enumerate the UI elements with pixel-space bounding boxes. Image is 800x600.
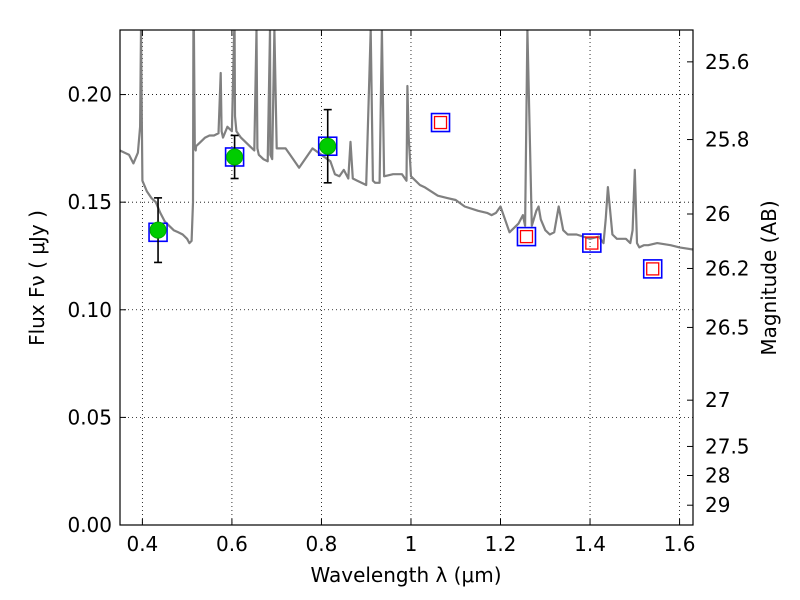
model-point-blue-square (582, 233, 602, 253)
x-tick-label: 0.6 (216, 532, 248, 556)
spectrum-line (120, 30, 693, 251)
right-tick-label: 25.8 (705, 128, 750, 152)
y-tick-label: 0.00 (67, 513, 112, 537)
y-tick-label: 0.15 (67, 190, 112, 214)
right-tick-label: 28 (705, 464, 730, 488)
y-tick-label: 0.05 (67, 405, 112, 429)
x-axis-title: Wavelength λ (μm) (310, 563, 501, 587)
right-tick-label: 26.2 (705, 256, 750, 280)
grid-layer (120, 30, 693, 525)
right-tick-label: 26 (705, 202, 730, 226)
right-tick-label: 29 (705, 493, 730, 517)
right-tick-label: 27.5 (705, 434, 750, 458)
model-point-red-square (519, 229, 534, 244)
observed-point-green-circle (226, 148, 244, 166)
model-point-blue-square (642, 259, 663, 279)
model-point-blue-square (516, 226, 537, 247)
x-tick-label: 1.4 (574, 532, 606, 556)
right-tick-label: 25.6 (705, 50, 750, 74)
observed-point-green-circle (319, 137, 337, 155)
x-tick-label: 0.4 (126, 532, 158, 556)
observed-point-green-circle (149, 221, 167, 239)
model-point-red-square (585, 236, 599, 250)
ticks-layer: 0.4 0.6 0.8 1 1.2 1.4 1.6 0.00 0.05 0.10 0.15 0.20 2… (67, 30, 750, 556)
marker-layer (148, 108, 663, 279)
spectrum-layer (120, 30, 693, 251)
model-point-red-square (433, 115, 448, 130)
y-tick-label: 0.10 (67, 298, 112, 322)
right-tick-label: 27 (705, 388, 730, 412)
y-axis-title-left: Flux Fν ( μJy ) (25, 210, 49, 346)
x-tick-label: 1.6 (664, 532, 696, 556)
x-tick-label: 1 (405, 532, 418, 556)
model-point-blue-square (430, 112, 451, 133)
x-tick-label: 1.2 (485, 532, 517, 556)
model-point-red-square (646, 262, 660, 276)
right-tick-label: 26.5 (705, 315, 750, 339)
x-tick-label: 0.8 (306, 532, 338, 556)
y-tick-label: 0.20 (67, 83, 112, 107)
plot-frame (119, 29, 694, 526)
y-axis-title-right: Magnitude (AB) (757, 200, 781, 355)
